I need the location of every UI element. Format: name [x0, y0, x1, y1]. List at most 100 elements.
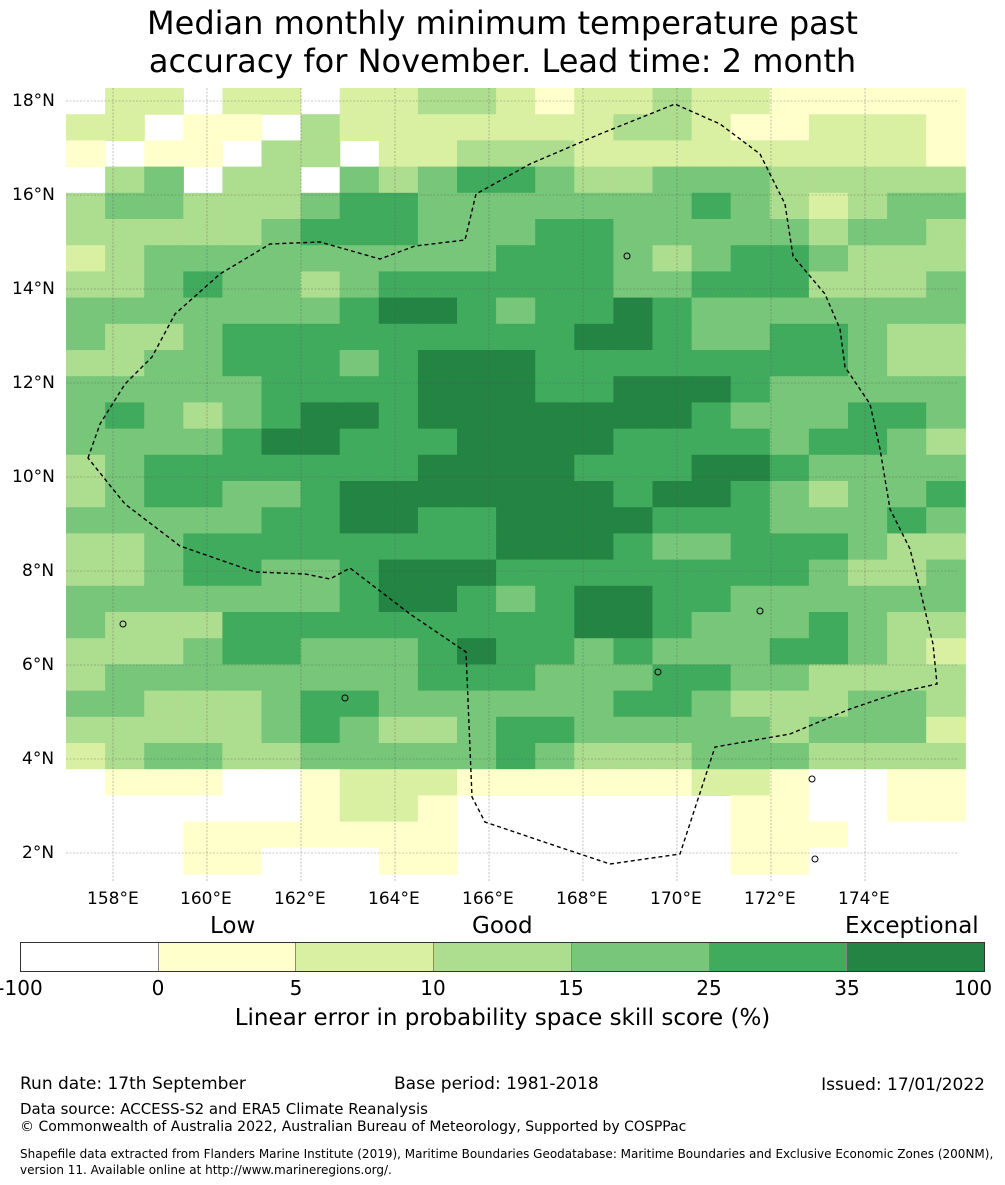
grid-cell	[105, 166, 145, 194]
grid-cell	[769, 559, 810, 587]
grid-cell	[926, 664, 966, 692]
issued-date: Issued: 17/01/2022	[821, 1075, 985, 1095]
grid-cell	[613, 428, 654, 456]
grid-cell	[222, 271, 263, 299]
grid-cell	[613, 350, 654, 377]
grid-cell	[691, 323, 732, 351]
grid-cell	[887, 350, 927, 377]
legend-category-low: Low	[210, 913, 256, 939]
lat-label-18n: 18°N	[12, 91, 55, 111]
grid-cell	[339, 402, 380, 430]
grid-cell	[183, 350, 223, 377]
grid-cell	[66, 769, 106, 796]
grid-cell	[261, 585, 302, 613]
grid-cell	[848, 88, 888, 115]
grid-cell	[105, 821, 145, 849]
grid-cell	[769, 821, 810, 849]
grid-cell	[417, 481, 458, 508]
grid-cell	[496, 297, 536, 325]
grid-cell	[926, 716, 966, 744]
grid-cell	[144, 297, 184, 325]
grid-cell	[808, 219, 849, 246]
grid-cell	[183, 638, 223, 665]
title-line-2: accuracy for November. Lead time: 2 mont…	[148, 42, 857, 80]
grid-cell	[417, 428, 458, 456]
grid-cell	[613, 140, 654, 168]
grid-cell	[339, 664, 380, 692]
grid-cell	[808, 297, 849, 325]
grid-cell	[574, 245, 614, 272]
grid-cell	[691, 716, 732, 744]
grid-cell	[691, 690, 732, 718]
grid-cell	[183, 245, 223, 272]
grid-cell	[300, 559, 341, 587]
grid-cell	[222, 350, 263, 377]
grid-cell	[457, 350, 497, 377]
grid-cell	[378, 114, 419, 141]
grid-cell	[457, 716, 497, 744]
grid-cell	[808, 192, 849, 220]
grid-cell	[848, 245, 888, 272]
grid-cell	[926, 795, 966, 823]
grid-cell	[222, 769, 263, 796]
grid-cell	[652, 716, 693, 744]
grid-cell	[66, 192, 106, 220]
grid-cell	[144, 323, 184, 351]
grid-cell	[730, 323, 771, 351]
grid-cell	[730, 769, 771, 796]
grid-cell	[808, 140, 849, 168]
grid-cell	[652, 690, 693, 718]
grid-cell	[887, 114, 927, 141]
grid-cell	[926, 533, 966, 561]
grid-cell	[417, 88, 458, 115]
grid-cell	[378, 795, 419, 823]
grid-cell	[300, 638, 341, 665]
grid-cell	[339, 271, 380, 299]
grid-cell	[848, 166, 888, 194]
grid-cell	[144, 350, 184, 377]
grid-cell	[457, 297, 497, 325]
grid-cell	[848, 219, 888, 246]
grid-cell	[887, 481, 927, 508]
grid-cell	[339, 297, 380, 325]
grid-cell	[652, 664, 693, 692]
skill-grid	[66, 88, 966, 875]
grid-cell	[808, 454, 849, 482]
grid-cell	[261, 140, 302, 168]
grid-cell	[105, 847, 145, 875]
grid-cell	[691, 507, 732, 534]
grid-cell	[652, 323, 693, 351]
grid-cell	[105, 690, 145, 718]
grid-cell	[261, 481, 302, 508]
grid-cell	[887, 507, 927, 534]
grid-cell	[535, 716, 575, 744]
grid-cell	[66, 402, 106, 430]
grid-cell	[105, 559, 145, 587]
grid-cell	[417, 559, 458, 587]
grid-cell	[378, 559, 419, 587]
grid-cell	[339, 847, 380, 875]
grid-cell	[769, 114, 810, 141]
grid-cell	[887, 454, 927, 482]
grid-cell	[535, 559, 575, 587]
grid-cell	[496, 219, 536, 246]
lat-label-2n: 2°N	[22, 843, 55, 863]
grid-cell	[105, 743, 145, 770]
grid-cell	[378, 481, 419, 508]
grid-cell	[222, 847, 263, 875]
grid-cell	[261, 271, 302, 299]
grid-cell	[339, 638, 380, 665]
grid-cell	[691, 114, 732, 141]
lon-label-164e: 164°E	[368, 889, 420, 909]
grid-cell	[574, 166, 614, 194]
grid-cell	[808, 716, 849, 744]
colorbar-segment-4	[434, 943, 572, 971]
grid-cell	[808, 638, 849, 665]
grid-cell	[574, 559, 614, 587]
grid-cell	[496, 690, 536, 718]
skill-map	[66, 88, 966, 882]
grid-cell	[574, 454, 614, 482]
grid-cell	[926, 88, 966, 115]
grid-cell	[183, 847, 223, 875]
grid-cell	[183, 533, 223, 561]
